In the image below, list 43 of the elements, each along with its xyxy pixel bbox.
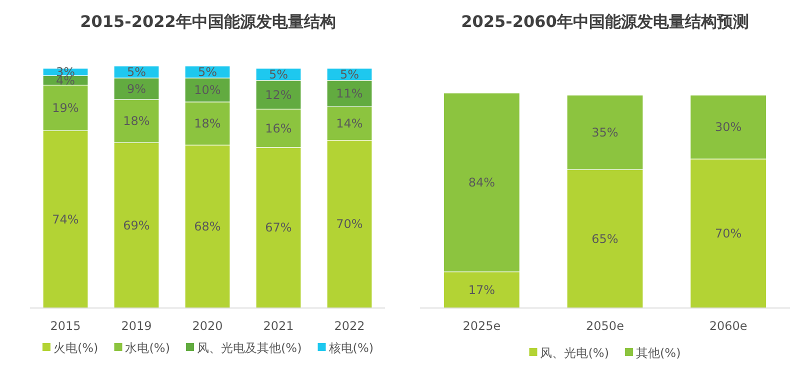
data-label: 70% xyxy=(714,226,742,240)
legend-label: 水电(%) xyxy=(125,341,170,355)
chart-title: 2015-2022年中国能源发电量结构 xyxy=(80,12,336,31)
x-tick-label: 2060e xyxy=(709,319,748,333)
data-label: 74% xyxy=(52,212,79,226)
data-label: 18% xyxy=(194,116,221,131)
data-label: 67% xyxy=(265,220,292,235)
data-label: 5% xyxy=(198,64,218,79)
legend-item: 其他(%) xyxy=(625,346,681,360)
data-label: 68% xyxy=(194,220,221,234)
data-label: 5% xyxy=(126,64,146,79)
x-tick-label: 2020 xyxy=(192,319,223,333)
data-label: 11% xyxy=(336,86,363,101)
data-label: 5% xyxy=(268,67,288,82)
data-label: 16% xyxy=(265,121,292,136)
data-label: 9% xyxy=(126,82,146,96)
data-label: 10% xyxy=(194,82,221,97)
chart-title: 2025-2060年中国能源发电量结构预测 xyxy=(461,12,749,31)
data-label: 12% xyxy=(265,88,292,102)
legend-item: 风、光电及其他(%) xyxy=(186,341,302,355)
data-label: 84% xyxy=(468,175,496,190)
x-tick-label: 2021 xyxy=(263,319,294,333)
x-tick-label: 2050e xyxy=(586,319,624,333)
data-label: 14% xyxy=(336,116,363,131)
data-label: 19% xyxy=(52,100,79,115)
legend-label: 其他(%) xyxy=(636,346,681,360)
data-label: 35% xyxy=(592,125,618,140)
data-label: 18% xyxy=(123,114,150,128)
legend-item: 核电(%) xyxy=(318,341,374,355)
data-label: 65% xyxy=(592,232,618,246)
legend-label: 核电(%) xyxy=(328,341,374,355)
x-tick-label: 2015 xyxy=(50,319,81,333)
x-tick-label: 2019 xyxy=(121,319,152,333)
x-tick-label: 2025e xyxy=(462,319,501,333)
legend-item: 水电(%) xyxy=(114,341,170,355)
legend-item: 风、光电(%) xyxy=(529,346,609,360)
data-label: 5% xyxy=(340,67,360,82)
data-label: 69% xyxy=(123,218,150,232)
data-label: 70% xyxy=(336,217,363,232)
x-tick-label: 2022 xyxy=(334,319,365,333)
legend-item: 火电(%) xyxy=(42,341,98,355)
data-label: 30% xyxy=(714,120,742,134)
data-label: 17% xyxy=(468,282,496,297)
